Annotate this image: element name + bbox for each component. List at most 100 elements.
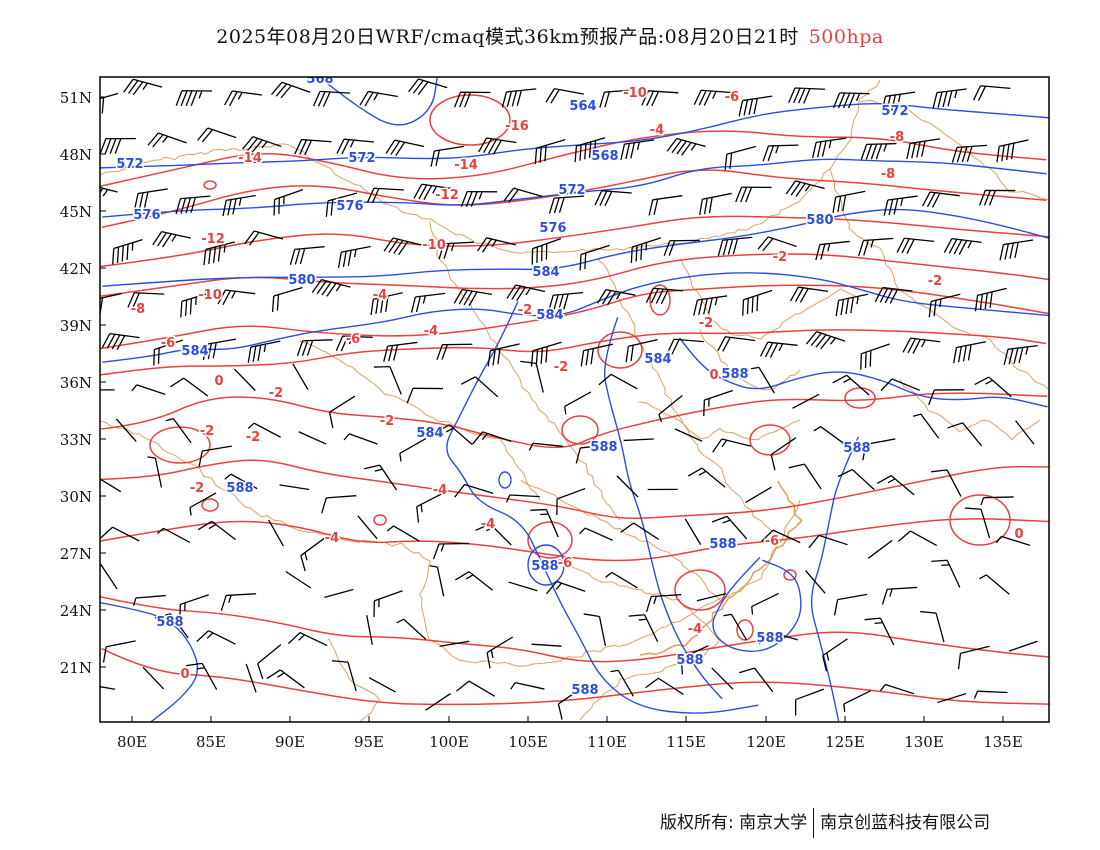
wind-barb	[343, 433, 378, 445]
wind-barb	[703, 389, 733, 417]
wind-barb	[808, 534, 848, 549]
wind-barb	[630, 237, 661, 264]
wind-barb	[658, 394, 683, 423]
wind-barb	[556, 487, 586, 515]
wind-barb	[789, 286, 829, 303]
height-contour-label: 580	[288, 273, 315, 288]
wind-barb	[663, 239, 700, 256]
footer-divider	[813, 808, 815, 838]
pressure-level-label: 500hpa	[808, 26, 884, 48]
longitude-label: 130E	[904, 733, 944, 751]
wind-barb	[335, 335, 373, 352]
company-name: 南京创蓝科技有限公司	[820, 813, 991, 833]
wind-barb	[370, 292, 403, 316]
temperature-contour-label: -8	[881, 167, 895, 182]
wind-barb	[645, 594, 682, 612]
wind-barb	[460, 191, 498, 207]
wind-barb	[805, 331, 846, 350]
wind-barb	[711, 667, 734, 690]
wind-barb	[883, 195, 918, 216]
wind-barb	[142, 666, 165, 690]
wind-barb	[152, 230, 191, 248]
latitude-label: 45N	[60, 203, 92, 221]
wind-barb	[147, 132, 187, 148]
temperature-contour-label: -2	[190, 481, 204, 496]
wind-barb	[154, 613, 189, 639]
wind-barb	[198, 445, 232, 467]
wind-barb	[742, 289, 773, 316]
temperature-contour-label: -2	[928, 274, 942, 289]
wind-barb	[957, 645, 990, 670]
temperature-contour-label: -6	[558, 556, 572, 571]
temperature-contour-label: -6	[161, 336, 175, 351]
temperature-contour-label: -14	[238, 151, 262, 166]
wind-barb	[501, 88, 537, 108]
temperature-contour-label: -10	[623, 86, 647, 101]
wind-barb	[175, 195, 211, 215]
wind-barb	[100, 526, 140, 542]
wind-barb	[897, 530, 938, 547]
wind-barb	[785, 180, 825, 197]
wind-barb	[169, 377, 209, 397]
height-contour-label: 584	[416, 426, 443, 441]
wind-barb	[203, 241, 236, 266]
wind-barb	[757, 236, 797, 252]
geographic-boundaries	[100, 79, 1049, 722]
wind-barb	[224, 473, 258, 490]
wind-barb	[620, 139, 655, 160]
temperature-contour-label: -6	[765, 534, 779, 549]
height-contour-label: 564	[569, 99, 596, 114]
wind-barb	[902, 337, 941, 354]
wind-barb	[999, 239, 1034, 261]
temperature-contour-label: 0	[1014, 527, 1023, 542]
wind-barb	[175, 90, 212, 107]
wind-barb	[147, 456, 163, 488]
wind-barb	[298, 431, 327, 445]
wind-barb	[510, 681, 545, 690]
height-contour-label: 588	[843, 441, 870, 456]
wind-barbs	[100, 78, 1038, 720]
wind-barb	[456, 680, 496, 697]
height-contour-label: 572	[348, 151, 375, 166]
wind-barb	[880, 378, 920, 392]
temperature-contour-label: -2	[269, 386, 283, 401]
wind-barb	[399, 438, 427, 462]
temperature-contour-label: -4	[433, 483, 447, 498]
longitude-label: 110E	[587, 733, 627, 751]
height-contour-label: 588	[756, 631, 783, 646]
wind-barb	[666, 338, 704, 355]
temperature-contour-label: -2	[380, 414, 394, 429]
height-contour-label: 572	[558, 183, 585, 198]
wind-barb	[860, 343, 890, 370]
wind-barb	[220, 593, 257, 611]
latitude-label: 48N	[60, 146, 92, 164]
wind-barb	[712, 438, 752, 453]
longitude-label: 100E	[429, 733, 469, 751]
wind-barb	[196, 630, 236, 645]
wind-barb	[477, 237, 516, 253]
wind-barb	[979, 574, 1010, 595]
wind-barb	[623, 438, 654, 442]
latitude-label: 21N	[60, 659, 92, 677]
wind-barb	[127, 292, 165, 308]
height-contour-label: 580	[806, 213, 833, 228]
wind-barb	[289, 246, 325, 265]
wind-barb	[247, 422, 281, 438]
wind-barb	[328, 395, 356, 429]
wind-barb	[811, 137, 846, 159]
height-contour-label: 588	[709, 537, 736, 552]
height-contour-label: 588	[721, 367, 748, 382]
wind-barb	[430, 145, 465, 167]
wind-barb	[641, 90, 679, 107]
geopotential-height-contours	[100, 77, 1049, 722]
latitude-label: 33N	[60, 431, 92, 449]
wind-barb	[792, 393, 820, 409]
wind-barb	[454, 483, 494, 498]
longitude-label: 120E	[746, 733, 786, 751]
temperature-contour-label: -10	[422, 238, 446, 253]
wind-barb	[131, 384, 166, 395]
height-contour-label: 572	[116, 157, 143, 172]
height-contour-label: 568	[306, 72, 333, 87]
wind-barb	[386, 525, 420, 542]
wind-barb	[974, 376, 1012, 398]
